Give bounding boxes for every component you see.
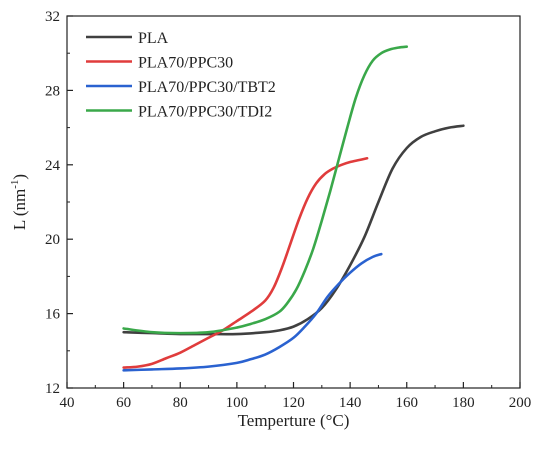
- legend-label-4: PLA70/PPC30/TDI2: [138, 104, 272, 121]
- series-line-3: [122, 252, 383, 372]
- series-line-4: [122, 45, 409, 335]
- legend-label-2: PLA70/PPC30: [138, 55, 233, 72]
- y-tick-label: 24: [45, 158, 61, 174]
- x-tick-label: 80: [173, 395, 188, 411]
- x-tick-label: 140: [339, 395, 362, 411]
- y-tick-label: 32: [45, 9, 60, 25]
- legend-label-1: PLA: [138, 30, 169, 47]
- x-tick-label: 100: [226, 395, 249, 411]
- y-tick-label: 20: [45, 232, 60, 248]
- y-axis-title-close: ): [10, 174, 29, 180]
- x-tick-label: 60: [116, 395, 131, 411]
- x-tick-label: 180: [452, 395, 475, 411]
- y-axis-title-superscript: -1: [9, 180, 21, 189]
- y-tick-label: 28: [45, 83, 60, 99]
- y-tick-label: 16: [45, 307, 61, 323]
- x-tick-label: 120: [282, 395, 305, 411]
- y-axis-title-main: L (nm: [10, 189, 29, 230]
- plot-lines: [122, 45, 465, 372]
- y-axis: 12 16 20 24 28 32: [45, 9, 73, 397]
- x-axis-title: Temperture (°C): [238, 411, 350, 430]
- x-tick-label: 160: [396, 395, 419, 411]
- legend: PLA PLA70/PPC30 PLA70/PPC30/TBT2 PLA70/PPC3…: [86, 30, 276, 121]
- x-axis: 40 60 80 100 120 140 160 180 200: [60, 382, 532, 411]
- legend-label-3: PLA70/PPC30/TBT2: [138, 79, 276, 96]
- series-line-1: [122, 124, 465, 336]
- x-tick-label: 200: [509, 395, 532, 411]
- y-axis-title: L (nm-1): [9, 174, 29, 230]
- y-tick-label: 12: [45, 381, 60, 397]
- x-tick-label: 40: [60, 395, 75, 411]
